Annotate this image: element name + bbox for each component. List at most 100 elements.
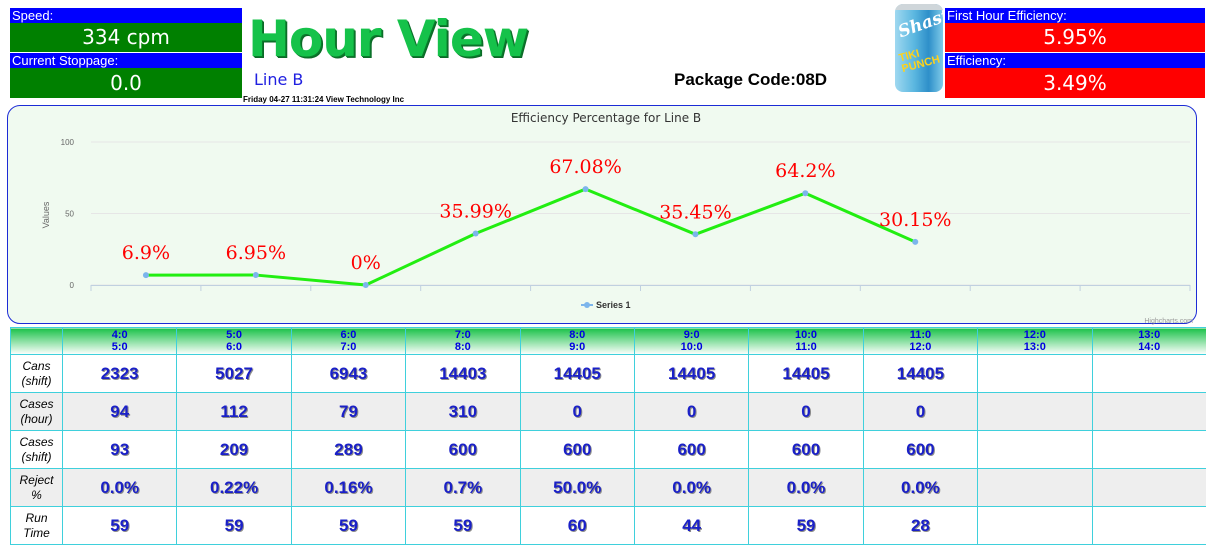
data-label: 64.2% <box>775 160 835 182</box>
data-point[interactable] <box>142 272 149 279</box>
table-cell: 600 <box>862 430 979 469</box>
column-header: 13:0 14:0 <box>1091 327 1206 355</box>
table-cell: 0 <box>633 392 750 431</box>
table-cell: 112 <box>176 392 292 431</box>
table-cell: 0.0% <box>748 468 864 507</box>
data-point[interactable] <box>362 282 369 288</box>
column-header: 10:0 11:0 <box>748 327 864 355</box>
can-lid <box>895 4 943 10</box>
row-label: Reject% <box>10 468 63 507</box>
can-flavor-text: TIKI PUNCH <box>897 47 942 76</box>
table-cell <box>977 506 1093 545</box>
table-cell <box>977 354 1093 393</box>
legend-label: Series 1 <box>596 300 631 310</box>
column-header: 12:0 13:0 <box>977 327 1093 355</box>
table-cell <box>977 430 1093 469</box>
table-cell: 600 <box>405 430 521 469</box>
table-cell: 0 <box>519 392 635 431</box>
table-cell: 93 <box>61 430 178 469</box>
table-cell <box>1091 354 1206 393</box>
table-cell: 0 <box>748 392 864 431</box>
table-cell: 59 <box>176 506 292 545</box>
column-header-start: 8:0 <box>569 329 586 341</box>
data-point[interactable] <box>802 190 809 197</box>
column-header: 5:0 6:0 <box>176 327 292 355</box>
legend-marker <box>584 302 590 308</box>
column-header-end: 10:0 <box>680 341 703 353</box>
column-header-end: 14:0 <box>1138 341 1161 353</box>
column-header-start: 5:0 <box>226 329 243 341</box>
table-header-row: 4:0 5:0 5:0 6:0 6:0 7:0 7:0 8:0 8:0 9:0 9:0 10:0 10:… <box>10 327 1206 355</box>
efficiency-label: Efficiency: <box>945 53 1205 68</box>
row-label-line1: Reject <box>19 472 54 487</box>
table-cell <box>1091 468 1206 507</box>
table-cell: 94 <box>61 392 178 431</box>
hour-data-table: 4:0 5:0 5:0 6:0 6:0 7:0 7:0 8:0 8:0 9:0 9:0 10:0 10:… <box>10 327 1206 545</box>
table-row: Run Time 59 59 59 59 60 44 59 28 <box>10 506 1206 545</box>
stoppage-value: 0.0 <box>10 68 242 98</box>
column-header: 6:0 7:0 <box>290 327 407 355</box>
column-header-start: 13:0 <box>1138 329 1161 341</box>
table-cell: 0.0% <box>862 468 979 507</box>
table-cell: 44 <box>633 506 750 545</box>
table-row: Cans (shift) 2323 5027 6943 14403 14405 14405 14… <box>10 354 1206 393</box>
table-cell <box>1091 506 1206 545</box>
row-label-line2: (hour) <box>20 411 53 426</box>
data-label: 30.15% <box>879 209 951 231</box>
table-cell: 0.7% <box>405 468 521 507</box>
column-header-start: 9:0 <box>683 329 700 341</box>
y-tick-label: 50 <box>65 210 74 219</box>
table-cell: 2323 <box>61 354 178 393</box>
row-label: Cases (hour) <box>10 392 63 431</box>
efficiency-value: 3.49% <box>945 68 1205 98</box>
data-point[interactable] <box>472 230 479 237</box>
chart-credits[interactable]: Highcharts.com <box>1144 318 1193 325</box>
table-cell <box>1091 430 1206 469</box>
column-header-end: 13:0 <box>1023 341 1046 353</box>
row-label: Run Time <box>10 506 63 545</box>
row-label-line1: Cases <box>19 396 54 411</box>
column-header-end: 12:0 <box>909 341 932 353</box>
column-header-end: 11:0 <box>795 341 817 353</box>
y-axis-label: Values <box>41 201 51 228</box>
data-label: 0% <box>351 252 381 274</box>
data-label: 67.08% <box>549 156 621 178</box>
data-point[interactable] <box>692 231 699 238</box>
chart-title: Efficiency Percentage for Line B <box>511 111 701 125</box>
table-cell: 59 <box>61 506 178 545</box>
table-cell: 14405 <box>862 354 979 393</box>
table-cell: 0.0% <box>633 468 750 507</box>
table-row: Cases (hour) 94 112 79 310 0 0 0 0 <box>10 392 1206 431</box>
column-header-start: 4:0 <box>111 329 128 341</box>
column-header: 11:0 12:0 <box>862 327 979 355</box>
table-cell: 600 <box>519 430 635 469</box>
data-point[interactable] <box>252 272 259 279</box>
table-cell: 14405 <box>748 354 864 393</box>
table-cell: 209 <box>176 430 292 469</box>
chart-legend[interactable]: Series 1 <box>581 300 631 310</box>
table-cell: 28 <box>862 506 979 545</box>
column-header: 9:0 10:0 <box>633 327 750 355</box>
table-cell: 289 <box>290 430 407 469</box>
table-cell <box>977 392 1093 431</box>
row-label: Cases (shift) <box>10 430 63 469</box>
column-header-end: 9:0 <box>569 341 586 353</box>
line-name: Line B <box>254 70 304 89</box>
column-header-end: 5:0 <box>111 341 128 353</box>
table-row: Reject% 0.0% 0.22% 0.16% 0.7% 50.0% 0.0% 0.0% 0.… <box>10 468 1206 507</box>
column-header-start: 12:0 <box>1023 329 1046 341</box>
product-can-image: Shasta TIKI PUNCH <box>895 4 943 92</box>
table-cell: 59 <box>405 506 521 545</box>
data-point[interactable] <box>912 238 919 245</box>
column-header-end: 6:0 <box>226 341 243 353</box>
table-header-corner <box>10 327 63 355</box>
table-cell: 0.22% <box>176 468 292 507</box>
row-label-line2: % <box>31 487 42 502</box>
speed-value: 334 cpm <box>10 23 242 52</box>
data-point[interactable] <box>582 186 589 193</box>
row-label-line1: Cans <box>22 358 51 373</box>
series-line <box>145 187 916 287</box>
column-header: 7:0 8:0 <box>405 327 521 355</box>
data-label: 6.9% <box>122 242 170 264</box>
efficiency-chart-panel: Efficiency Percentage for Line B Values … <box>7 105 1197 325</box>
